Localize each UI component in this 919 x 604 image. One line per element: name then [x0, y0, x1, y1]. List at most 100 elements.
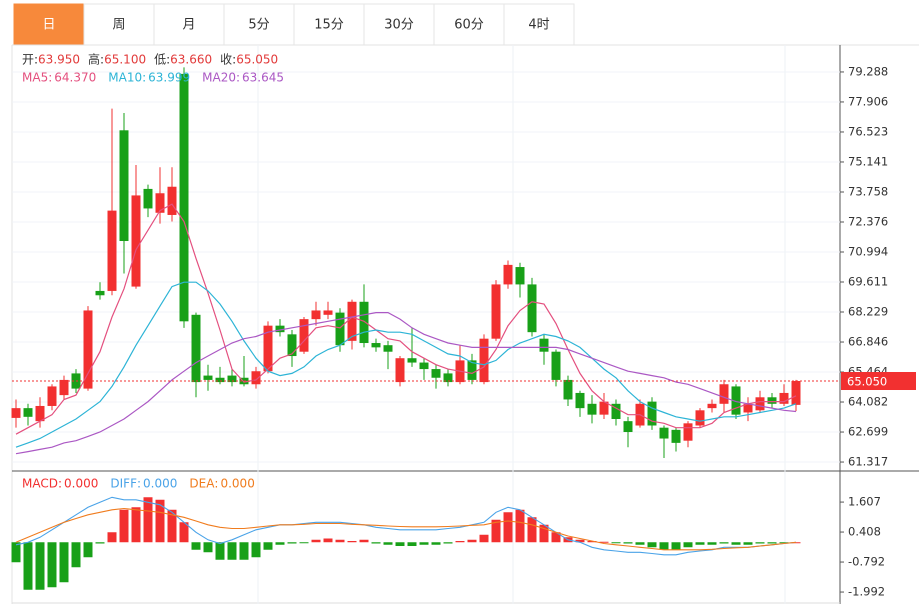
macd-bar	[263, 542, 273, 550]
macd-bar	[659, 542, 669, 550]
macd-bar	[95, 542, 105, 544]
candle-body	[479, 338, 489, 383]
tab-box[interactable]	[153, 3, 225, 46]
candle-body	[407, 358, 417, 363]
macd-line	[15, 496, 797, 556]
macd-bar	[335, 539, 345, 543]
candle-body	[707, 403, 717, 409]
candle-body	[107, 210, 117, 291]
candle-body	[791, 381, 801, 405]
macd-bar	[623, 542, 633, 544]
macd-bar	[779, 542, 789, 544]
candle-body	[443, 373, 453, 383]
candle-body	[143, 188, 153, 209]
macd-bar	[347, 541, 357, 543]
candle-body	[695, 410, 705, 426]
tab-box[interactable]	[433, 3, 505, 46]
macd-bar	[431, 542, 441, 545]
tab-label[interactable]: 月	[182, 18, 195, 33]
last-price-box	[841, 372, 916, 391]
candle-body	[551, 351, 561, 380]
macd-bar	[443, 542, 453, 544]
tab[interactable]: 60分	[433, 3, 505, 46]
tab[interactable]: 15分	[293, 3, 365, 46]
tab-label[interactable]: 30分	[384, 18, 414, 33]
macd-bar	[287, 542, 297, 544]
candle-body	[59, 379, 69, 396]
candle-body	[671, 429, 681, 443]
tab[interactable]: 周	[83, 3, 155, 46]
candle-body	[563, 379, 573, 400]
y-tick-label: 62.699	[848, 425, 888, 439]
macd-bar	[11, 542, 21, 563]
y-tick-label: 73.758	[848, 184, 888, 198]
macd-bar	[599, 541, 609, 543]
candle-body	[503, 264, 513, 285]
macd-bar	[671, 542, 681, 550]
macd-bar	[359, 539, 369, 543]
tab-label[interactable]: 60分	[454, 18, 484, 33]
tab[interactable]: 5分	[223, 3, 295, 46]
legend-sep: :	[214, 477, 218, 491]
candle-body	[767, 397, 777, 404]
candle-body	[203, 375, 213, 380]
legend-name: DIFF	[110, 477, 137, 491]
candle-body	[35, 405, 45, 422]
y-tick-label: 64.082	[848, 395, 888, 409]
candle-body	[731, 386, 741, 415]
candle-body	[371, 343, 381, 348]
macd-bar	[59, 542, 69, 583]
y-tick-label: 72.376	[848, 214, 888, 228]
candle-body	[23, 408, 33, 417]
macd-bar	[383, 542, 393, 545]
macd-bar	[491, 519, 501, 543]
legend: 开: 63.950 高: 65.100 低: 63.660 收: 65.050MA5:64.3…	[22, 52, 284, 491]
macd-bar	[647, 542, 657, 548]
tab[interactable]: 4时	[503, 3, 575, 46]
ohlc-label: 收:	[220, 53, 236, 67]
tab-box[interactable]	[503, 3, 575, 46]
macd-bar	[203, 542, 213, 553]
y-tick-label: 66.846	[848, 335, 888, 349]
candle-body	[587, 403, 597, 415]
tab[interactable]: 日	[13, 3, 85, 46]
candle-body	[527, 284, 537, 333]
tab-box[interactable]	[13, 3, 85, 46]
y2-tick-label: -1.992	[848, 585, 885, 599]
tab-label[interactable]: 15分	[314, 18, 344, 33]
macd-bar	[683, 542, 693, 548]
candle-body	[467, 360, 477, 380]
tab-label[interactable]: 5分	[248, 18, 269, 33]
macd-bar	[215, 542, 225, 560]
macd-bar	[503, 512, 513, 543]
tab-label[interactable]: 4时	[528, 18, 549, 33]
plot	[11, 67, 840, 590]
y-tick-label: 70.994	[848, 244, 888, 258]
candle-body	[419, 362, 429, 370]
tab[interactable]: 月	[153, 3, 225, 46]
macd-bar	[575, 539, 585, 543]
tab[interactable]: 30分	[363, 3, 435, 46]
ohlc-label: 开:	[22, 53, 38, 67]
candle-body	[383, 345, 393, 352]
macd-bar	[755, 542, 765, 544]
candle-body	[755, 397, 765, 411]
y-tick-label: 79.288	[848, 64, 888, 78]
tab-label[interactable]: 日	[42, 18, 55, 33]
macd-bar	[527, 517, 537, 543]
candle-body	[251, 371, 261, 385]
macd-line	[15, 507, 797, 551]
y2-tick-label: 1.607	[848, 495, 881, 509]
candle-body	[47, 386, 57, 406]
legend-sep: :	[236, 71, 240, 85]
tab-label[interactable]: 周	[112, 18, 125, 33]
legend-value: 0.000	[64, 477, 98, 491]
candle-body	[623, 421, 633, 433]
legend-sep: :	[137, 477, 141, 491]
macd-bar	[227, 542, 237, 560]
macd-bar	[167, 509, 177, 543]
candle-body	[395, 358, 405, 383]
macd-bar	[419, 542, 429, 545]
candle-body	[215, 377, 225, 383]
